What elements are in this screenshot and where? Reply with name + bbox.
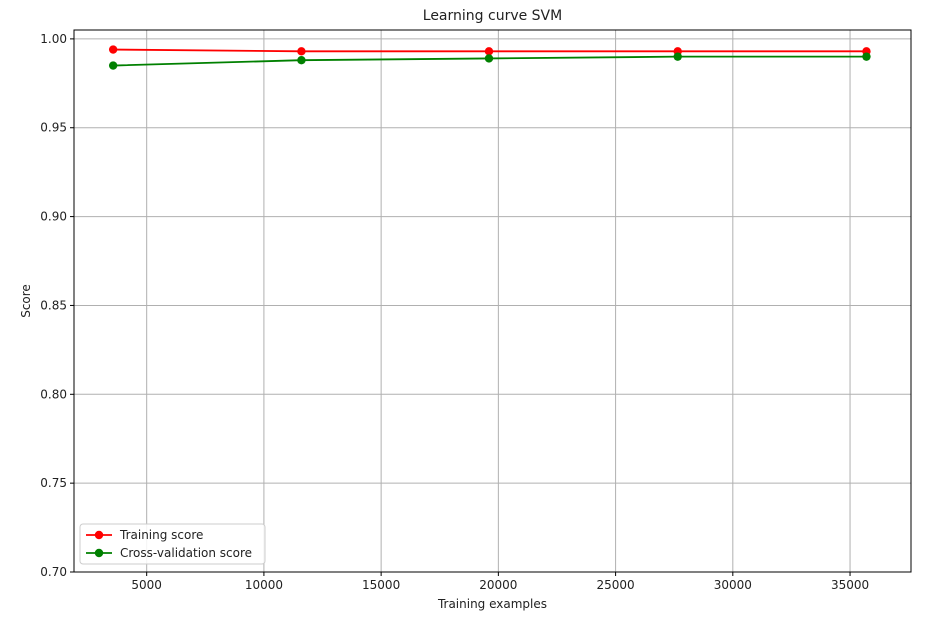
data-point [862,52,871,61]
legend-label: Cross-validation score [120,546,252,560]
x-tick-label: 30000 [714,578,752,592]
x-tick-label: 25000 [596,578,634,592]
y-tick-label: 0.95 [40,121,67,135]
y-tick-label: 0.70 [40,565,67,579]
x-tick-label: 35000 [831,578,869,592]
series-layer [108,45,871,70]
legend-marker [94,530,104,540]
series-cross-validation-score [108,52,871,70]
data-point [108,61,118,70]
legend-item: Training score [86,528,203,542]
x-tick-label: 10000 [245,578,283,592]
plot-frame [73,29,912,573]
y-axis-label: Score [19,284,33,318]
data-point [484,54,494,63]
legend-marker [94,548,104,558]
data-point [484,47,494,56]
y-tick-label: 1.00 [40,32,67,46]
y-tick-label: 0.90 [40,210,67,224]
chart-title: Learning curve SVM [423,8,562,24]
grid [74,30,911,573]
legend-item: Cross-validation score [86,546,252,560]
series-training-score [108,45,871,56]
legend: Training score Cross-validation score [79,523,266,565]
legend-box [79,523,266,565]
data-point [108,45,118,54]
data-point [297,47,306,56]
y-tick-label: 0.75 [40,476,67,490]
x-tick-label: 5000 [131,578,162,592]
y-tick-label: 0.85 [40,298,67,312]
x-tick-label: 15000 [362,578,400,592]
x-tick-label: 20000 [479,578,517,592]
data-point [673,52,682,61]
legend-label: Training score [119,528,203,542]
data-point [297,56,306,65]
tick-layer: 5000 10000 15000 20000 25000 30000 35000 0.70 0.… [40,32,869,592]
x-axis-label: Training examples [437,597,547,611]
y-tick-label: 0.80 [40,387,67,401]
